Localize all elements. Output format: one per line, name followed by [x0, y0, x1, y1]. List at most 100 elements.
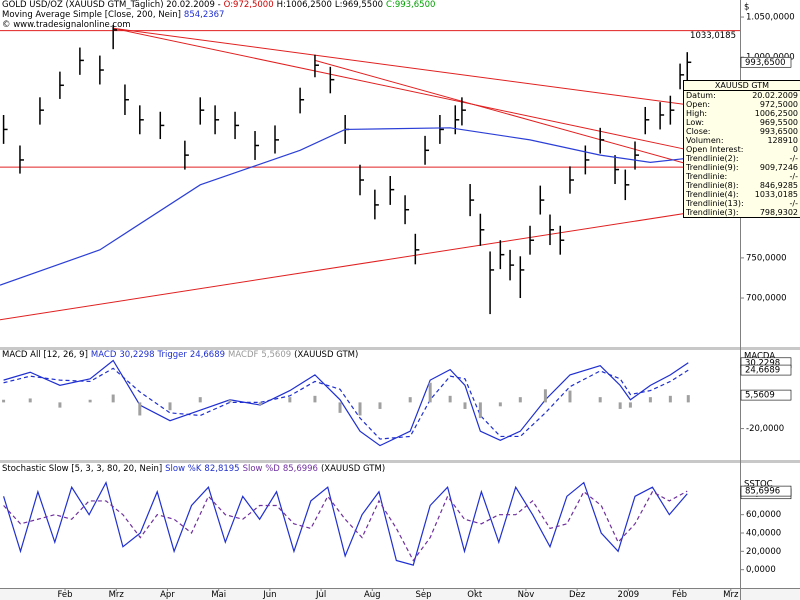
histogram-bar	[2, 399, 6, 403]
tooltip-key: Volumen:	[686, 136, 724, 145]
value-box-label: 993,6500	[745, 58, 786, 68]
histogram-bar	[648, 397, 652, 403]
tooltip-key: Trendlinie(8):	[686, 181, 739, 190]
tooltip-value: 20.02.2009	[752, 91, 798, 100]
histogram-bar	[448, 395, 452, 403]
histogram-bar	[358, 402, 362, 416]
stoch-legend: Stochastic Slow [5, 3, 3, 80, 20, Nein] S…	[2, 464, 388, 474]
header-high: H:1006,2500	[276, 0, 332, 10]
histogram-bar	[88, 399, 92, 403]
x-tick-label: 2009	[618, 590, 640, 600]
x-tick-label: Mai	[211, 590, 226, 600]
legend-name: Slow %K	[165, 464, 202, 474]
histogram-bar	[111, 394, 115, 403]
histogram-bar	[618, 402, 622, 409]
axis-title: SSTOC	[744, 480, 773, 490]
pane-title: Stochastic Slow [5, 3, 3, 80, 20, Nein]	[2, 464, 163, 474]
histogram-bar	[168, 402, 172, 411]
x-tick-label: Okt	[467, 590, 483, 600]
value-box-label: 24,6689	[745, 366, 780, 376]
tooltip-key: Low:	[686, 118, 705, 127]
y-tick-label: -20,0000	[746, 424, 784, 434]
y-tick-label: 0,0000	[746, 565, 776, 575]
y-tick-label: 40,0000	[746, 529, 781, 539]
x-tick-label: Nov	[518, 590, 535, 600]
x-tick-label: Feb	[672, 590, 687, 600]
tooltip-key: High:	[686, 109, 708, 118]
price-header: GOLD USD/OZ (XAUUSD GTM_Täglich) 20.02.2…	[2, 0, 438, 10]
value-box	[740, 485, 792, 497]
axis-title: MACDA	[744, 352, 775, 362]
y-tick-label: 750,0000	[746, 253, 787, 263]
legend-value: 85,6996	[282, 464, 318, 474]
tooltip-key: Trendlinie(2):	[686, 154, 739, 163]
tooltip-key: Trendlinie:	[686, 172, 728, 181]
data-tooltip: XAUUSD GTM Datum: 20.02.2009 Open: 972,5000 H…	[683, 80, 800, 218]
tooltip-value: 128910	[767, 136, 798, 145]
tooltip-value: -/-	[789, 172, 798, 181]
tooltip-key: Trendlinie(9):	[686, 163, 739, 172]
plot-area	[0, 25, 740, 321]
histogram-bar	[58, 402, 62, 408]
histogram-bar	[138, 402, 142, 416]
histogram-bar	[668, 395, 672, 403]
y-tick-label: 1.050,0000	[746, 13, 795, 23]
tooltip-row: Trendlinie(9): 909,7246	[684, 163, 800, 172]
histogram-bar	[628, 402, 632, 408]
legend-value: 854,2367	[183, 10, 225, 20]
x-tick-label: Mrz	[723, 590, 739, 600]
tooltip-row: Open Interest: 0	[684, 145, 800, 154]
x-tick-label: Aug	[364, 590, 381, 600]
header-text: GOLD USD/OZ (XAUUSD GTM_Täglich) 20.02.2…	[2, 0, 221, 10]
x-tick-label: Jun	[262, 590, 276, 600]
histogram-bar	[198, 397, 202, 403]
legend-name: Trigger	[157, 350, 187, 360]
histogram-bar	[258, 402, 262, 405]
tooltip-value: 969,5500	[759, 118, 798, 127]
tooltip-row: Trendlinie(2): -/-	[684, 154, 800, 163]
trendline	[0, 204, 740, 321]
legend-name: MACDF	[228, 350, 259, 360]
x-tick-label: Mrz	[109, 590, 125, 600]
x-tick-label: Dez	[569, 590, 586, 600]
value-box-label: 85,6996	[745, 487, 780, 497]
tooltip-row: Trendlinie(13): -/-	[684, 199, 800, 208]
x-tick-label: Apr	[160, 590, 175, 600]
plot-area	[2, 359, 690, 447]
tooltip-title: XAUUSD GTM	[684, 81, 800, 91]
value-box	[740, 389, 792, 401]
tooltip-key: Trendlinie(3):	[686, 208, 739, 217]
ma-legend: Moving Average Simple [Close, 200, Nein]…	[2, 10, 227, 20]
histogram-bar	[313, 395, 317, 403]
tooltip-key: Open Interest:	[686, 145, 744, 154]
tooltip-value: 798,9302	[759, 208, 798, 217]
copyright: © www.tradesignalonline.com	[2, 20, 131, 30]
histogram-bar	[518, 397, 522, 403]
legend-suffix: (XAUUSD GTM)	[294, 350, 359, 360]
value-box	[740, 364, 792, 376]
pane-separator	[0, 460, 800, 463]
header-close: C:993,6500	[386, 0, 436, 10]
tooltip-value: -/-	[789, 154, 798, 163]
histogram-bar	[543, 389, 547, 403]
trendline-label: 1033,0185	[690, 31, 736, 41]
tooltip-row: High: 1006,2500	[684, 109, 800, 118]
legend-suffix: (XAUUSD GTM)	[320, 464, 386, 474]
series-line	[3, 480, 688, 566]
tooltip-row: Close: 993,6500	[684, 127, 800, 136]
tooltip-value: 0	[792, 145, 798, 154]
value-box-label: 5,5609	[745, 391, 775, 401]
legend-value: 5,5609	[261, 350, 292, 360]
tooltip-value: 972,5000	[759, 100, 798, 109]
trendline	[314, 59, 691, 166]
tooltip-row: Volumen: 128910	[684, 136, 800, 145]
histogram-bar	[686, 395, 690, 403]
tooltip-value: 1033,0185	[754, 190, 798, 199]
value-box-label: 30,2298	[745, 358, 780, 368]
y-tick-label: 60,0000	[746, 510, 781, 520]
histogram-bar	[288, 397, 292, 403]
histogram-bar	[408, 397, 412, 403]
